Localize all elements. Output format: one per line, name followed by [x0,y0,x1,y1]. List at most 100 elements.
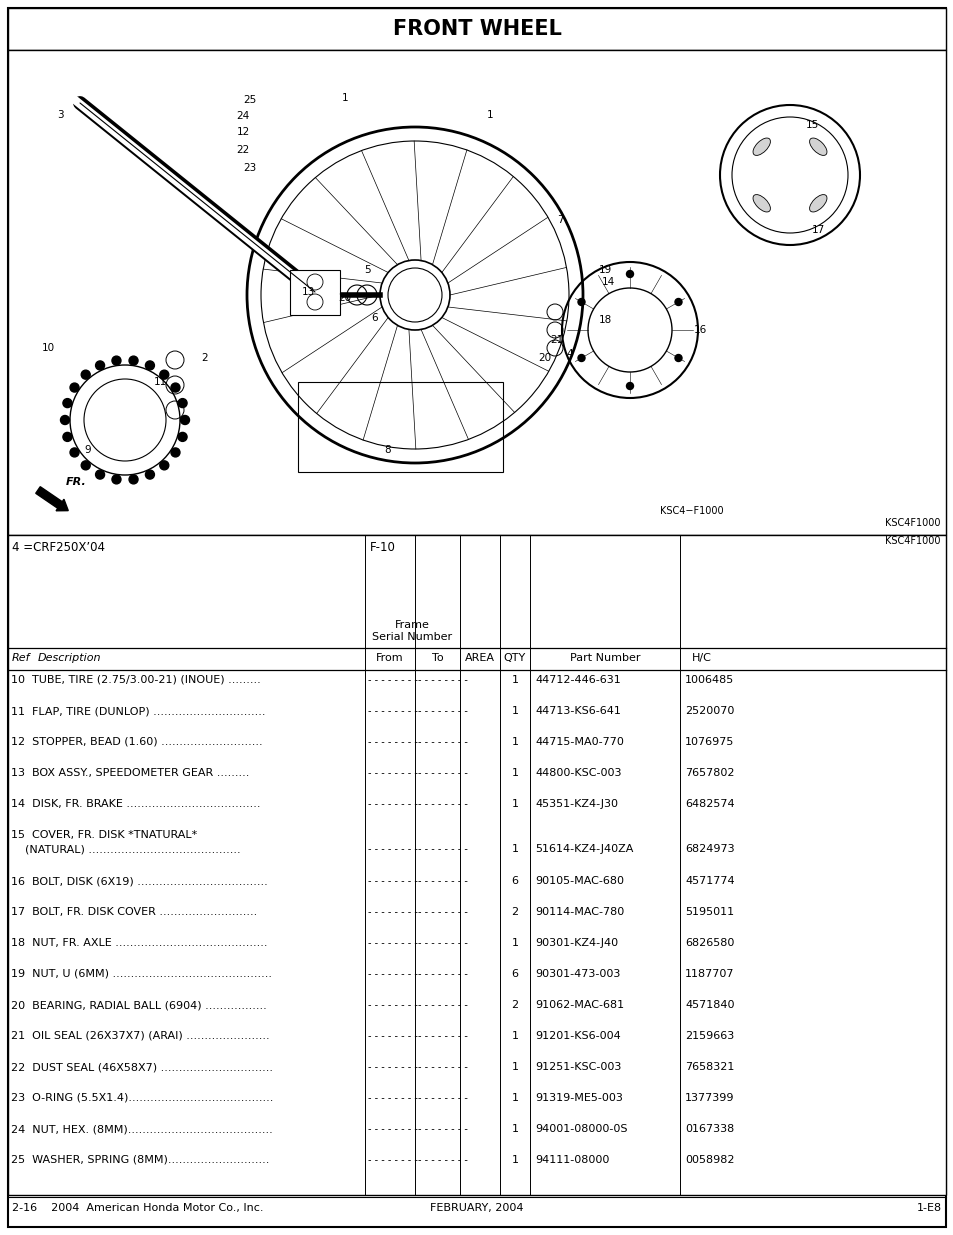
Text: - - - - - - - -: - - - - - - - - [417,906,467,918]
Text: 8: 8 [384,445,391,454]
Text: 15: 15 [804,120,818,130]
Text: 91319-ME5-003: 91319-ME5-003 [535,1093,622,1103]
Text: 22  DUST SEAL (46X58X7) ...............................: 22 DUST SEAL (46X58X7) .................… [11,1062,273,1072]
Text: 1: 1 [511,1093,518,1103]
Text: 4: 4 [566,350,573,359]
Text: 1: 1 [511,939,518,948]
Text: - - - - - - - -: - - - - - - - - [368,737,417,747]
Text: - - - - - - - -: - - - - - - - - [368,768,417,778]
Circle shape [112,356,121,366]
Text: - - - - - - - -: - - - - - - - - [368,706,417,716]
Circle shape [171,383,180,391]
Circle shape [178,399,187,408]
Text: - - - - - - - -: - - - - - - - - [417,706,467,716]
Circle shape [63,399,71,408]
Text: 17: 17 [810,225,823,235]
Circle shape [159,370,169,379]
Text: From: From [375,653,403,663]
Circle shape [95,471,105,479]
Text: 94111-08000: 94111-08000 [535,1155,609,1165]
Text: - - - - - - - -: - - - - - - - - [368,1000,417,1010]
Text: - - - - - - - -: - - - - - - - - [417,1155,467,1165]
Bar [297,382,502,472]
Text: 0167338: 0167338 [684,1124,734,1134]
Text: 44800-KSC-003: 44800-KSC-003 [535,768,620,778]
Circle shape [70,383,79,391]
Circle shape [81,461,91,469]
Text: 5195011: 5195011 [684,906,734,918]
Text: 1: 1 [511,799,518,809]
Text: QTY: QTY [503,653,525,663]
Text: 2: 2 [201,353,208,363]
Text: 4571774: 4571774 [684,876,734,885]
Circle shape [60,415,70,425]
Text: 91201-KS6-004: 91201-KS6-004 [535,1031,620,1041]
Ellipse shape [809,138,826,156]
Text: 20: 20 [338,293,352,303]
Text: Frame: Frame [395,620,430,630]
Text: 1: 1 [511,1124,518,1134]
Text: 21  OIL SEAL (26X37X7) (ARAI) .......................: 21 OIL SEAL (26X37X7) (ARAI) ...........… [11,1031,270,1041]
Text: 2520070: 2520070 [684,706,734,716]
Text: 6: 6 [511,876,518,885]
Text: 24  NUT, HEX. (8MM)........................................: 24 NUT, HEX. (8MM)......................… [11,1124,273,1134]
Text: 15  COVER, FR. DISK *TNATURAL*: 15 COVER, FR. DISK *TNATURAL* [11,830,197,840]
Text: - - - - - - - -: - - - - - - - - [417,1031,467,1041]
Text: F-10: F-10 [370,541,395,555]
Text: 44712-446-631: 44712-446-631 [535,676,620,685]
Text: 20  BEARING, RADIAL BALL (6904) .................: 20 BEARING, RADIAL BALL (6904) .........… [11,1000,267,1010]
Text: 1076975: 1076975 [684,737,734,747]
Text: 16  BOLT, DISK (6X19) ....................................: 16 BOLT, DISK (6X19) ...................… [11,876,268,885]
Circle shape [171,448,180,457]
Circle shape [180,415,190,425]
Text: 21: 21 [550,335,563,345]
Text: - - - - - - - -: - - - - - - - - [417,1000,467,1010]
Text: 1: 1 [511,737,518,747]
Text: 20: 20 [537,353,551,363]
Text: - - - - - - - -: - - - - - - - - [368,876,417,885]
Text: 1: 1 [511,1155,518,1165]
Text: - - - - - - - -: - - - - - - - - [368,1031,417,1041]
Text: 6: 6 [372,312,378,324]
Text: - - - - - - - -: - - - - - - - - [417,768,467,778]
Text: 5: 5 [364,266,371,275]
Text: - - - - - - - -: - - - - - - - - [417,939,467,948]
Text: 1: 1 [511,1062,518,1072]
Text: 1187707: 1187707 [684,969,734,979]
Text: 6826580: 6826580 [684,939,734,948]
Text: FEBRUARY, 2004: FEBRUARY, 2004 [430,1203,523,1213]
Text: - - - - - - - -: - - - - - - - - [368,1124,417,1134]
Circle shape [112,475,121,484]
Text: Description: Description [38,653,101,663]
Text: 19: 19 [598,266,611,275]
Text: 1: 1 [511,844,518,853]
Text: - - - - - - - -: - - - - - - - - [368,1062,417,1072]
Text: - - - - - - - -: - - - - - - - - [417,737,467,747]
Text: 2: 2 [511,1000,518,1010]
Bar [8,49,945,535]
Text: - - - - - - - -: - - - - - - - - [368,844,417,853]
Text: To: To [432,653,443,663]
Circle shape [578,299,584,305]
Text: 25: 25 [243,95,256,105]
Circle shape [626,270,633,278]
Circle shape [178,432,187,441]
Text: 16: 16 [693,325,706,335]
Ellipse shape [752,195,770,212]
Text: - - - - - - - -: - - - - - - - - [417,1124,467,1134]
Text: 23  O-RING (5.5X1.4)........................................: 23 O-RING (5.5X1.4).....................… [11,1093,274,1103]
Ellipse shape [809,195,826,212]
Text: 2159663: 2159663 [684,1031,734,1041]
Text: 1: 1 [511,1031,518,1041]
Text: Serial Number: Serial Number [372,632,452,642]
Text: 24: 24 [236,111,250,121]
Text: KSC4F1000: KSC4F1000 [884,517,940,529]
Circle shape [626,383,633,389]
Bar [8,7,945,49]
Text: - - - - - - - -: - - - - - - - - [368,799,417,809]
Text: 13  BOX ASSY., SPEEDOMETER GEAR .........: 13 BOX ASSY., SPEEDOMETER GEAR ......... [11,768,249,778]
Text: 11  FLAP, TIRE (DUNLOP) ...............................: 11 FLAP, TIRE (DUNLOP) .................… [11,706,265,716]
Text: 45351-KZ4-J30: 45351-KZ4-J30 [535,799,618,809]
Text: 1: 1 [511,676,518,685]
Text: Ref: Ref [12,653,30,663]
